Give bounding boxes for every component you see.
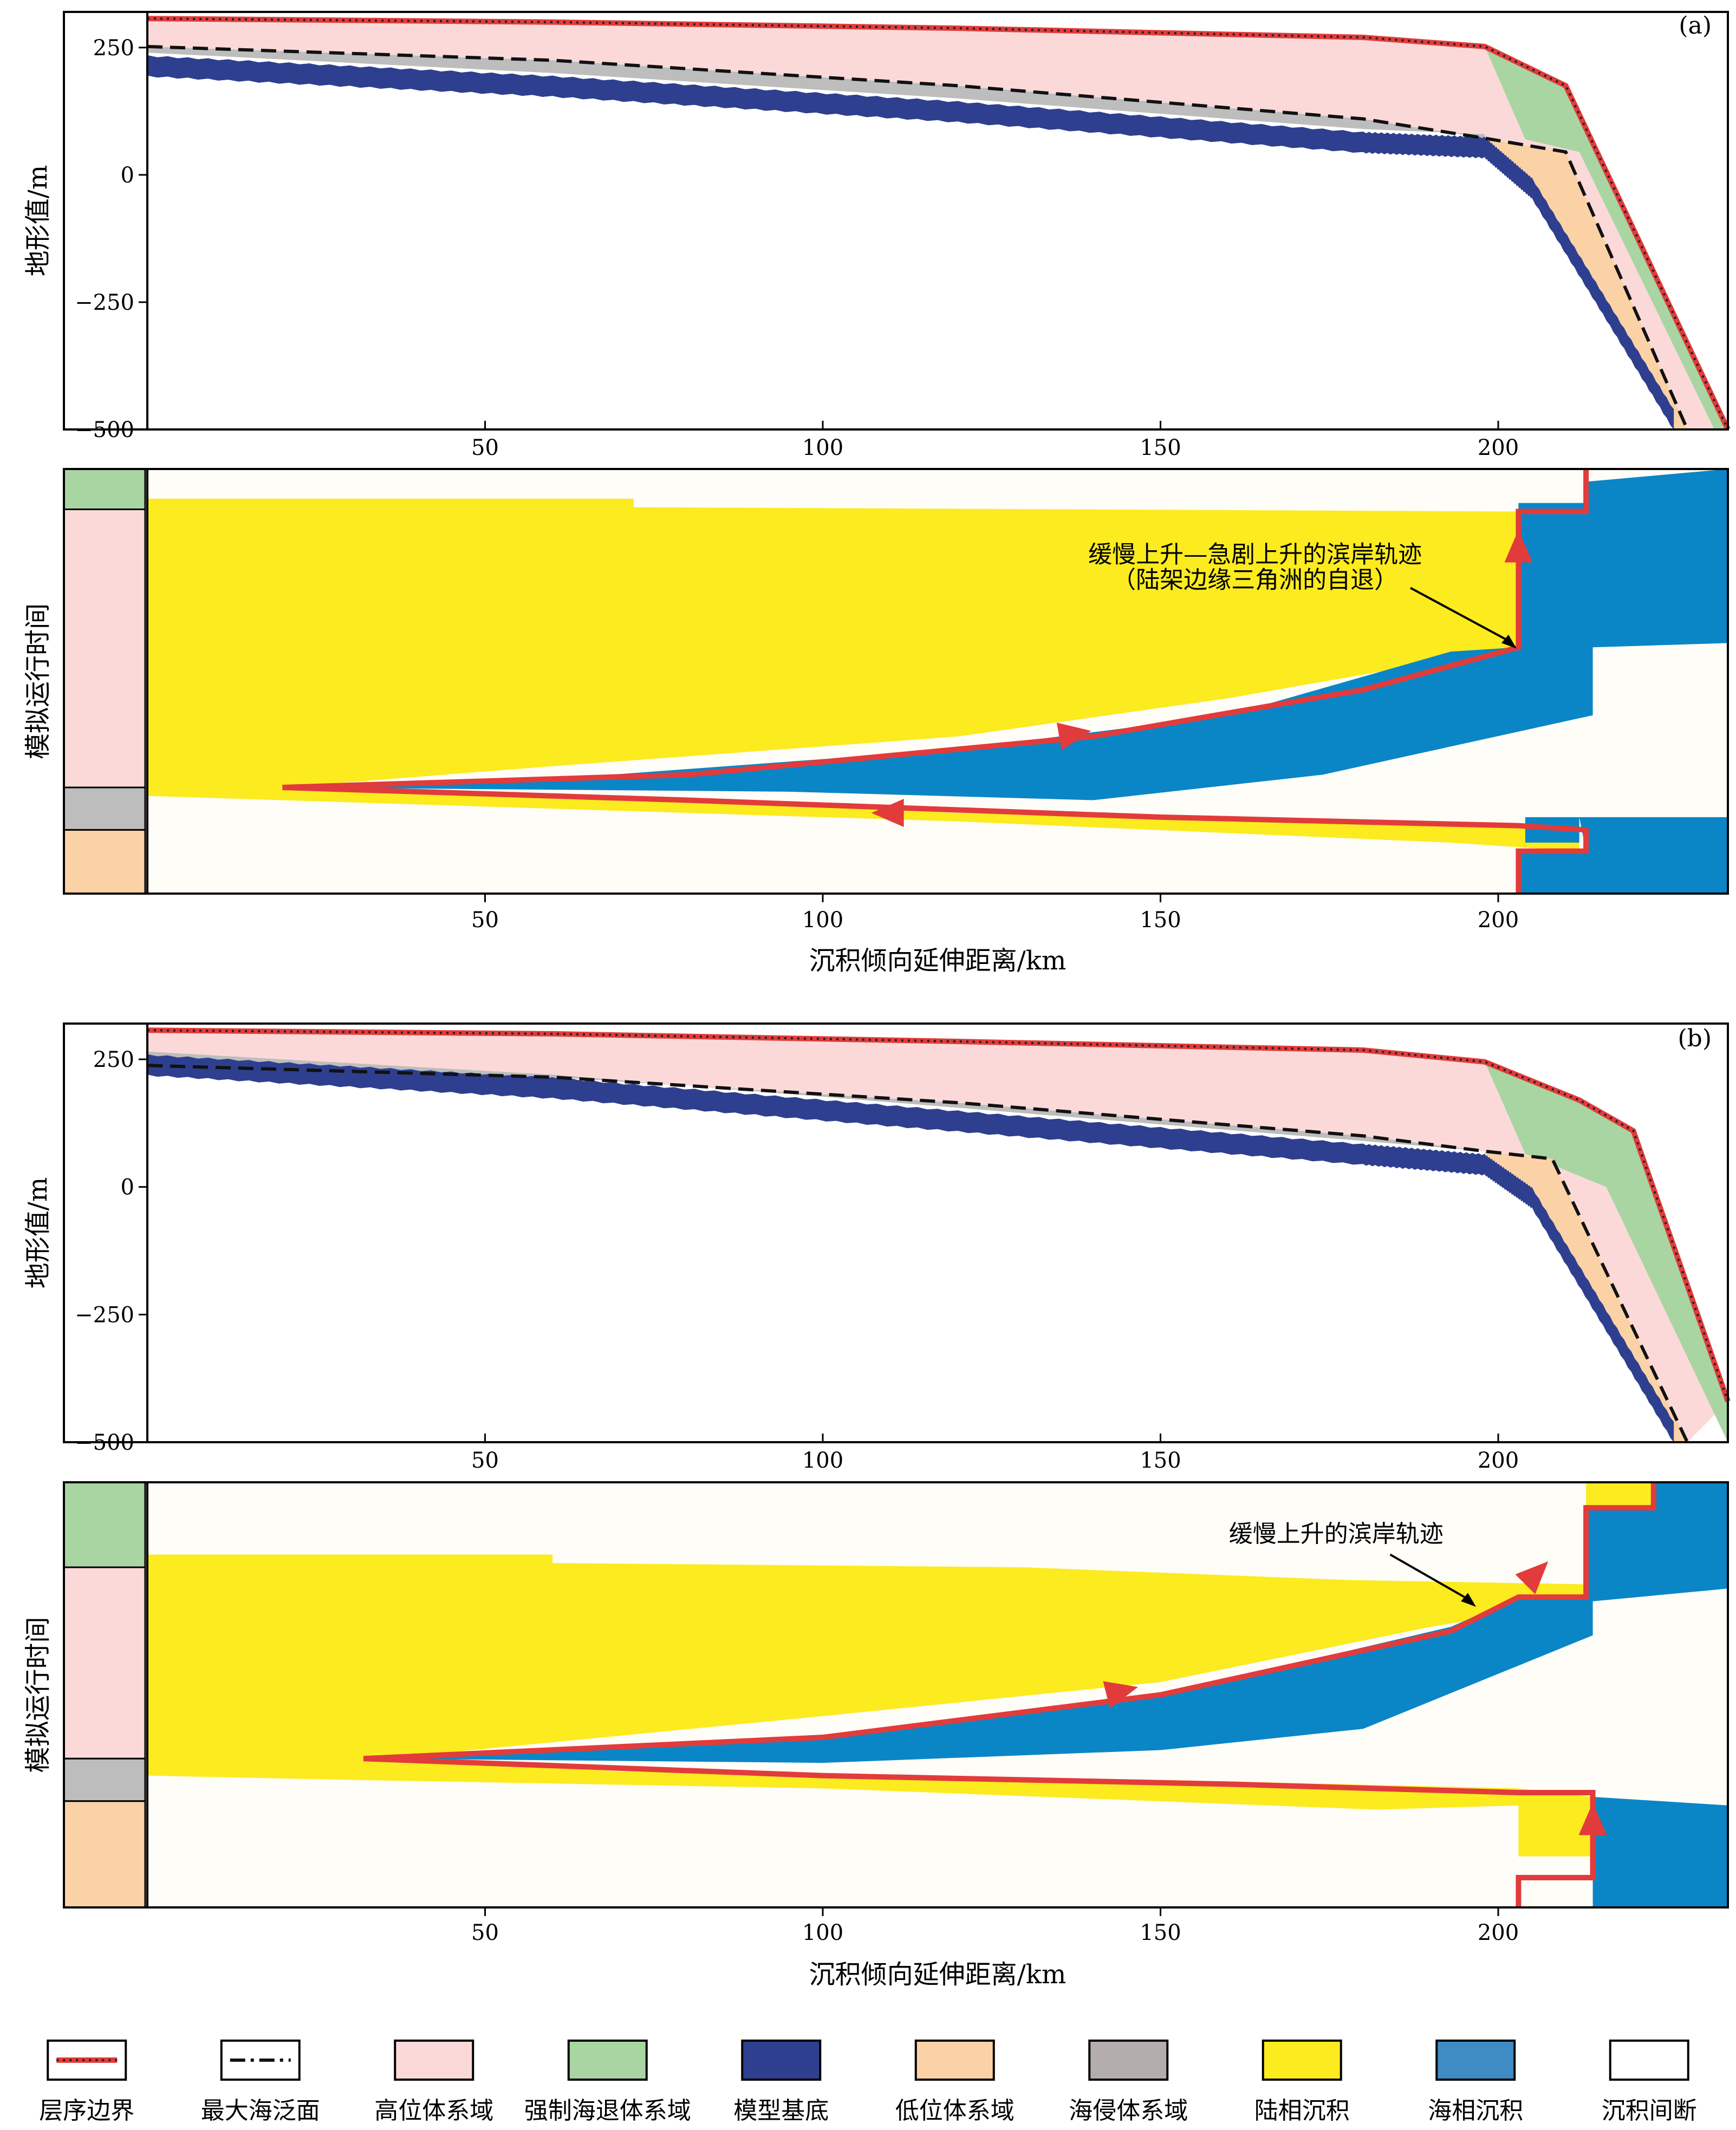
legend-swatch: [1088, 2040, 1169, 2081]
panel-tag: (b): [1678, 1025, 1712, 1052]
x-tick-label: 200: [1478, 435, 1519, 460]
x-tick-label: 150: [1140, 908, 1181, 933]
x-axis-label: 沉积倾向延伸距离/km: [809, 1959, 1067, 1990]
x-tick-label: 50: [471, 1920, 499, 1945]
systems-tract-strip: [63, 829, 146, 895]
y-tick-label: 0: [121, 163, 134, 188]
y-tick-label: 250: [93, 1047, 134, 1072]
systems-tract-strip: [63, 508, 146, 789]
legend-swatch: [741, 2040, 822, 2081]
x-tick-label: 100: [802, 908, 843, 933]
marine-deposit: [1592, 1796, 1728, 1907]
systems-tract-strip: [63, 1757, 146, 1802]
chrono-y-axis-label: 模拟运行时间: [23, 1617, 53, 1773]
trajectory-arrow: [1103, 1681, 1138, 1709]
trajectory-annotation-sub: （陆架边缘三角洲的自退）: [1112, 566, 1398, 594]
y-tick-label: 250: [93, 36, 134, 61]
legend-label: 海相沉积: [1428, 2097, 1523, 2125]
trajectory-arrow: [1515, 1561, 1549, 1594]
marine-deposit: [1518, 817, 1728, 894]
legend-label: 高位体系域: [374, 2097, 493, 2125]
legend-swatch: [1435, 2040, 1516, 2081]
topo-frame: [63, 11, 1729, 431]
trajectory-annotation: 缓慢上升的滨岸轨迹: [1229, 1520, 1444, 1548]
legend-label: 沉积间断: [1602, 2097, 1697, 2125]
shoreline-trajectory-lower: [363, 1756, 1596, 1907]
systems-tract-strip: [63, 468, 146, 510]
y-tick-label: −250: [75, 290, 134, 315]
y-tick-label: −500: [75, 418, 134, 442]
annotation-arrowhead: [1501, 634, 1517, 649]
legend-swatch: [394, 2040, 474, 2081]
max-flooding-surface: [147, 44, 1689, 431]
x-tick-label: 200: [1478, 1448, 1519, 1473]
x-tick-label: 100: [802, 1920, 843, 1945]
fsst-area: [1485, 46, 1728, 429]
chrono-frame: [63, 468, 1729, 895]
systems-tract-strip: [63, 1566, 146, 1760]
systems-tract-strip: [63, 786, 146, 831]
x-tick-label: 50: [471, 435, 499, 460]
y-axis-label: 地形值/m: [23, 1177, 53, 1289]
x-tick-label: 200: [1478, 1920, 1519, 1945]
x-tick-label: 150: [1140, 1448, 1181, 1473]
y-axis-label: 地形值/m: [23, 165, 53, 277]
terrestrial-deposit: [147, 498, 1579, 851]
legend-swatch: [914, 2040, 995, 2081]
shoreline-trajectory: [282, 469, 1589, 790]
legend-label: 低位体系域: [895, 2097, 1015, 2125]
trajectory-arrow: [871, 799, 904, 828]
legend-label: 强制海退体系域: [524, 2097, 691, 2125]
legend-swatch: [1262, 2040, 1342, 2081]
panel-tag: (a): [1679, 12, 1712, 40]
legend-swatch: [1609, 2040, 1689, 2081]
sequence-boundary-dots: [147, 17, 1729, 430]
systems-tract-strip: [63, 1481, 146, 1568]
legend-label: 层序边界: [39, 2097, 134, 2125]
trajectory-arrow: [1504, 530, 1533, 563]
legend-swatch: [567, 2040, 648, 2081]
marine-deposit: [282, 469, 1728, 800]
y-tick-label: −500: [75, 1430, 134, 1455]
tst-area: [147, 46, 1485, 139]
shoreline-trajectory-lower: [282, 785, 1589, 894]
annotation-leader: [1389, 1553, 1465, 1598]
y-tick-label: −250: [75, 1302, 134, 1327]
panel-b: 250 0 −250 −500 50 100 150 200 地形值/m (b) 缓慢上升的滨岸轨迹…: [23, 1022, 1731, 1990]
legend-label: 模型基底: [733, 2097, 829, 2125]
trajectory-arrow: [1056, 722, 1091, 751]
annotation-arrowhead: [1461, 1593, 1477, 1607]
model-base: [147, 1054, 1674, 1442]
x-axis-label: 沉积倾向延伸距离/km: [809, 946, 1067, 976]
x-tick-label: 50: [471, 908, 499, 933]
max-flooding-surface: [147, 1064, 1689, 1443]
x-tick-label: 150: [1140, 435, 1181, 460]
terrestrial-deposit: [147, 1554, 1593, 1857]
annotation-leader: [1409, 587, 1506, 640]
trajectory-arrow: [1578, 1802, 1607, 1835]
shoreline-trajectory: [363, 1482, 1656, 1762]
terrestrial-deposit: [1586, 1482, 1654, 1508]
systems-tract-strip: [63, 1800, 146, 1908]
trajectory-annotation: 缓慢上升—急剧上升的滨岸轨迹: [1088, 540, 1422, 568]
chrono-frame: [63, 1481, 1729, 1908]
tst-area: [147, 1051, 1485, 1151]
marine-deposit: [383, 1482, 1728, 1763]
topo-frame: [63, 1022, 1729, 1443]
legend: 层序边界 最大海泛面 高位体系域 强制海退体系域 模型基底 低位体系域 海侵体系域 陆相沉积 海…: [39, 2040, 1697, 2125]
y-tick-label: 0: [121, 1175, 134, 1200]
x-tick-label: 200: [1478, 908, 1519, 933]
panel-a: 250 0 −250 −500 50 100 150 200 地形值/m (a) 缓慢上升—急剧上升…: [23, 11, 1731, 976]
legend-label: 海侵体系域: [1069, 2097, 1188, 2125]
x-tick-label: 100: [802, 1448, 843, 1473]
sequence-boundary: [147, 1027, 1731, 1403]
chrono-y-axis-label: 模拟运行时间: [23, 603, 53, 759]
x-tick-label: 150: [1140, 1920, 1181, 1945]
legend-label: 最大海泛面: [201, 2097, 320, 2125]
legend-label: 陆相沉积: [1254, 2097, 1350, 2125]
x-tick-label: 50: [471, 1448, 499, 1473]
x-tick-label: 100: [802, 435, 843, 460]
